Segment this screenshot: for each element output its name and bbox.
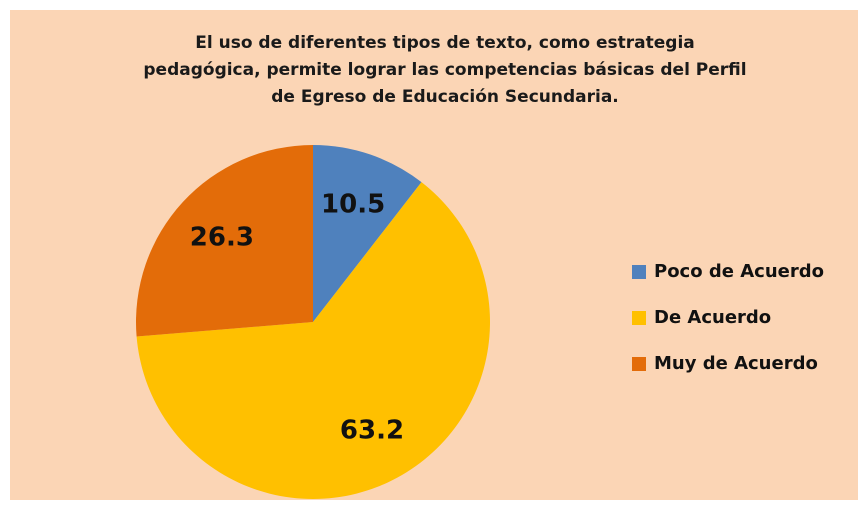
legend-swatch xyxy=(632,357,646,371)
pie-slice xyxy=(313,145,422,322)
data-label: 26.3 xyxy=(190,223,254,253)
legend-label: Muy de Acuerdo xyxy=(654,353,818,374)
legend-label: De Acuerdo xyxy=(654,307,771,328)
legend-label: Poco de Acuerdo xyxy=(654,261,824,282)
data-label: 10.5 xyxy=(321,189,385,219)
legend-swatch xyxy=(632,265,646,279)
legend-swatch xyxy=(632,311,646,325)
pie-slice xyxy=(136,182,490,499)
data-label: 63.2 xyxy=(340,415,404,445)
chart-title: El uso de diferentes tipos de texto, com… xyxy=(143,33,747,107)
pie-slice xyxy=(136,145,313,337)
